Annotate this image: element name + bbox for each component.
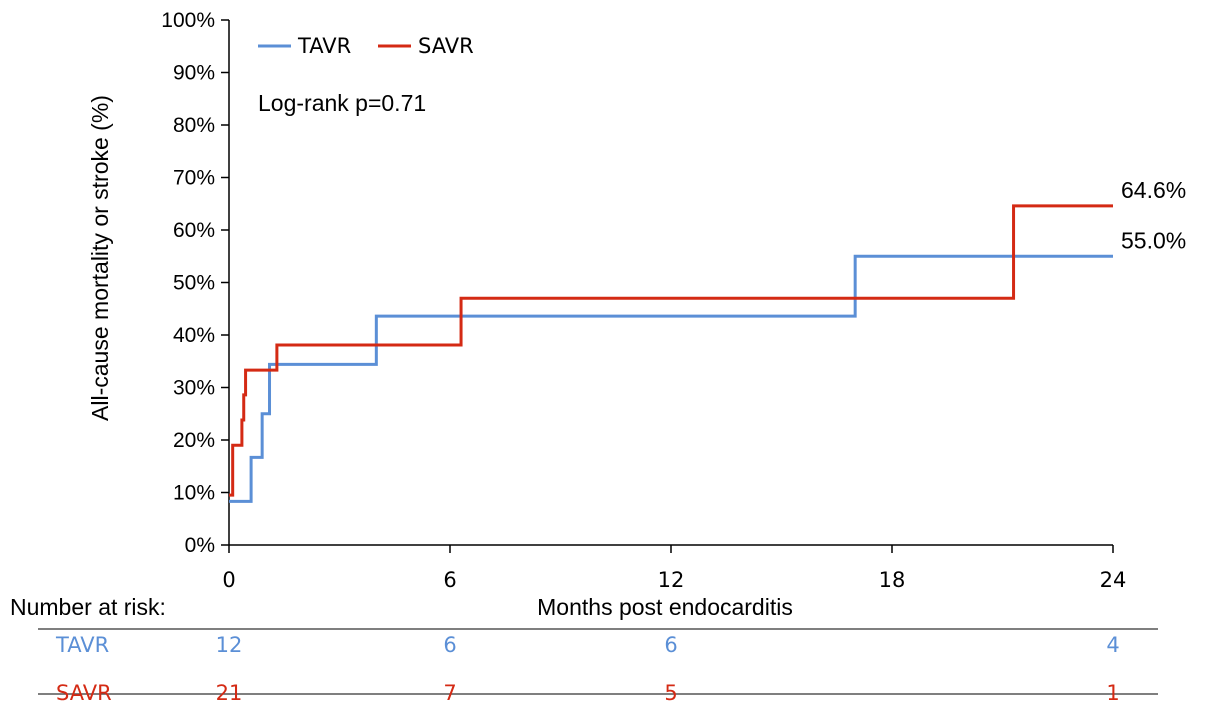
legend-label-tavr: TAVR (297, 34, 351, 58)
x-tick-label: 6 (443, 568, 456, 592)
risk-table-title: Number at risk: (10, 594, 166, 620)
risk-value: 4 (1106, 633, 1119, 657)
risk-value: 12 (216, 633, 243, 657)
y-tick-label: 50% (173, 272, 215, 295)
risk-value: 7 (443, 681, 456, 705)
risk-table: TAVR 12 6 6 4 SAVR 21 7 5 1 (55, 633, 1120, 705)
x-tick-label: 24 (1100, 568, 1127, 592)
y-tick-label: 90% (173, 62, 215, 85)
legend-label-savr: SAVR (418, 34, 474, 58)
x-axis-label: Months post endocarditis (537, 594, 793, 620)
y-tick-label: 60% (173, 219, 215, 242)
annotation-logrank: Log-rank p=0.71 (258, 90, 426, 116)
y-tick-label: 100% (161, 9, 215, 32)
risk-value: 5 (664, 681, 677, 705)
y-tick-label: 80% (173, 114, 215, 137)
series-tavr-end-label: 55.0% (1121, 227, 1186, 253)
x-tick-label: 18 (879, 568, 906, 592)
x-tick-label: 0 (222, 568, 235, 592)
x-ticks: 0 6 12 18 24 (222, 545, 1126, 592)
curves: 55.0% 64.6% (229, 177, 1186, 503)
y-tick-label: 0% (185, 534, 215, 557)
risk-row-label-tavr: TAVR (55, 633, 109, 657)
risk-value: 6 (443, 633, 456, 657)
y-axis-label: All-cause mortality or stroke (%) (87, 95, 113, 421)
risk-value: 21 (216, 681, 243, 705)
series-savr-line (229, 204, 1113, 497)
y-tick-label: 40% (173, 324, 215, 347)
x-tick-label: 12 (658, 568, 685, 592)
risk-value: 6 (664, 633, 677, 657)
y-ticks: 0% 10% 20% 30% 40% 50% 60% 70% 80% 90% 100% (161, 9, 229, 557)
risk-row-label-savr: SAVR (56, 681, 112, 705)
y-tick-label: 30% (173, 377, 215, 400)
y-tick-label: 20% (173, 429, 215, 452)
y-tick-label: 70% (173, 167, 215, 190)
series-savr-end-label: 64.6% (1121, 177, 1186, 203)
risk-value: 1 (1106, 681, 1119, 705)
y-tick-label: 10% (173, 482, 215, 505)
legend: TAVR SAVR (258, 34, 474, 58)
series-tavr-line (229, 254, 1113, 503)
